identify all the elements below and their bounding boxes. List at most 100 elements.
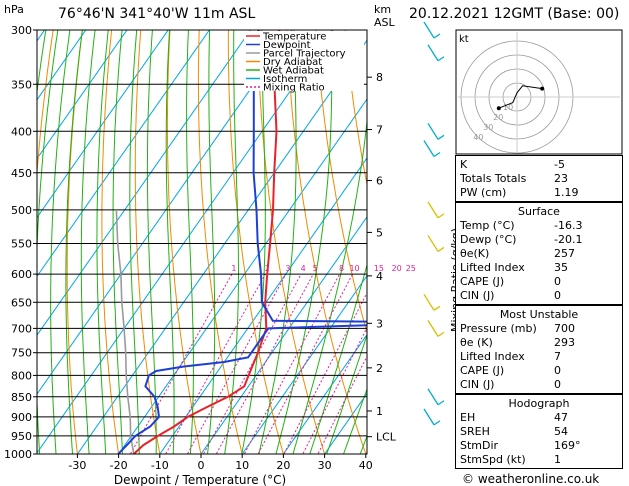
dry-adiabat-line xyxy=(286,30,367,454)
pressure-tick-label: 300 xyxy=(11,24,32,37)
wet-adiabat-line xyxy=(65,30,83,454)
legend-isotherm-text: Isotherm xyxy=(263,74,307,85)
x-tick-label: -10 xyxy=(151,459,169,472)
index-key: PW (cm) xyxy=(460,186,507,199)
hodo-value: 1 xyxy=(554,453,561,466)
x-tick-label: 10 xyxy=(235,459,249,472)
axes: 3003504004505005506006507007508008509009… xyxy=(4,24,373,472)
wet-adiabat-line xyxy=(292,116,367,454)
pressure-tick-label: 950 xyxy=(11,430,32,443)
index-row: Totals Totals 23 xyxy=(460,171,618,186)
wind-barb-flag xyxy=(437,331,445,337)
mu-row: CAPE (J) 0 xyxy=(460,363,618,378)
dewpoint-line xyxy=(117,30,367,454)
datetime-title: 20.12.2021 12GMT (Base: 00) xyxy=(409,6,620,22)
wet-adiabat-line xyxy=(275,30,333,454)
height-tick-label: 3 xyxy=(376,317,383,330)
mixing-ratio-line xyxy=(215,273,314,454)
mu-key: CAPE (J) xyxy=(460,364,505,377)
wet-adiabat-line xyxy=(241,30,266,454)
wet-adiabat-line xyxy=(146,30,157,454)
hodo-key: StmSpd (kt) xyxy=(460,453,526,466)
x-tick-label: -30 xyxy=(68,459,86,472)
surface-key: Dewp (°C) xyxy=(460,233,517,246)
wind-barb-flag xyxy=(433,33,441,39)
isotherm-line xyxy=(37,30,87,101)
wet-adiabat-line xyxy=(224,30,239,454)
wind-barb xyxy=(423,293,435,311)
surface-value: 0 xyxy=(554,289,561,302)
most-unstable-panel: Most Unstable Pressure (mb) 700 θe (K) 293… xyxy=(455,305,623,394)
wet-adiabat-line xyxy=(165,30,175,454)
surface-row: CAPE (J) 0 xyxy=(460,274,618,289)
mixing-ratio-line xyxy=(302,326,367,454)
index-key: K xyxy=(460,158,468,171)
x-tick-label: 30 xyxy=(318,459,332,472)
hodo-row: StmSpd (kt) 1 xyxy=(460,452,618,467)
mixing-ratio-line xyxy=(129,273,233,454)
wind-barb xyxy=(427,201,439,219)
isotherm-line xyxy=(37,30,211,278)
wind-barb-flag xyxy=(437,400,445,406)
wind-barb xyxy=(423,21,435,39)
pressure-tick-label: 800 xyxy=(11,369,32,382)
mixing-ratio-label: 4 xyxy=(301,264,306,273)
hodograph-ring-label: 30 xyxy=(483,123,493,132)
pressure-tick-label: 350 xyxy=(11,78,32,91)
surface-key: CAPE (J) xyxy=(460,275,505,288)
wind-barbs xyxy=(423,21,445,426)
wind-barb xyxy=(427,235,439,252)
height-tick-label: 7 xyxy=(376,124,383,137)
dry-adiabat-line xyxy=(315,30,367,335)
surface-value: 257 xyxy=(554,247,575,260)
surface-value: 35 xyxy=(554,261,568,274)
wet-adiabat-line xyxy=(37,30,59,454)
wind-barb-flag xyxy=(437,56,445,62)
wet-adiabat-line xyxy=(258,30,297,454)
hodo-value: 54 xyxy=(554,425,568,438)
mu-row: θe (K) 293 xyxy=(460,335,618,350)
dry-adiabat-line xyxy=(134,30,161,454)
wind-barb-flag xyxy=(437,213,445,219)
height-tick-label: 4 xyxy=(376,270,383,283)
km-unit-label: km xyxy=(374,3,392,16)
mu-key: Pressure (mb) xyxy=(460,322,537,335)
index-key: Totals Totals xyxy=(460,172,527,185)
height-tick-label: 5 xyxy=(376,226,383,239)
surface-key: CIN (J) xyxy=(460,289,495,302)
wet-adiabat-line xyxy=(342,387,367,454)
mu-value: 700 xyxy=(554,322,575,335)
dry-adiabat-line xyxy=(197,30,243,454)
surface-value: 0 xyxy=(554,275,561,288)
surface-row: Temp (°C) -16.3 xyxy=(460,218,618,233)
mixing-ratio-label: 3 xyxy=(285,264,290,273)
wind-barb xyxy=(427,122,439,140)
hodograph-point xyxy=(540,86,545,91)
pressure-tick-label: 450 xyxy=(11,167,32,180)
mu-key: CIN (J) xyxy=(460,378,495,391)
legend-wet-adiabat-text: Wet Adiabat xyxy=(263,66,324,77)
temperature-line xyxy=(133,30,281,454)
wet-adiabat-line xyxy=(96,30,109,454)
mixing-ratio-label: 8 xyxy=(339,264,344,273)
mixing-ratio-label: 1 xyxy=(231,264,236,273)
indices-panel: K -5 Totals Totals 23 PW (cm) 1.19 xyxy=(455,155,623,202)
mu-key: θe (K) xyxy=(460,336,493,349)
hodo-row: SREH 54 xyxy=(460,424,618,439)
surface-row: CIN (J) 0 xyxy=(460,288,618,303)
index-value: 1.19 xyxy=(554,186,579,199)
dry-adiabat-line xyxy=(66,30,83,454)
pressure-tick-label: 500 xyxy=(11,204,32,217)
wind-barb xyxy=(423,140,435,157)
mixing-ratio-labels: 1 2 3 4 5 8 10 15 20 25 xyxy=(231,264,415,273)
hodo-row: EH 47 xyxy=(460,410,618,425)
surface-key: θe(K) xyxy=(460,247,490,260)
height-tick-label: 8 xyxy=(376,71,383,84)
wet-adiabat-line xyxy=(326,333,367,454)
surface-title: Surface xyxy=(518,205,560,218)
hodo-key: StmDir xyxy=(460,439,499,452)
mixing-ratio-line xyxy=(165,273,266,454)
